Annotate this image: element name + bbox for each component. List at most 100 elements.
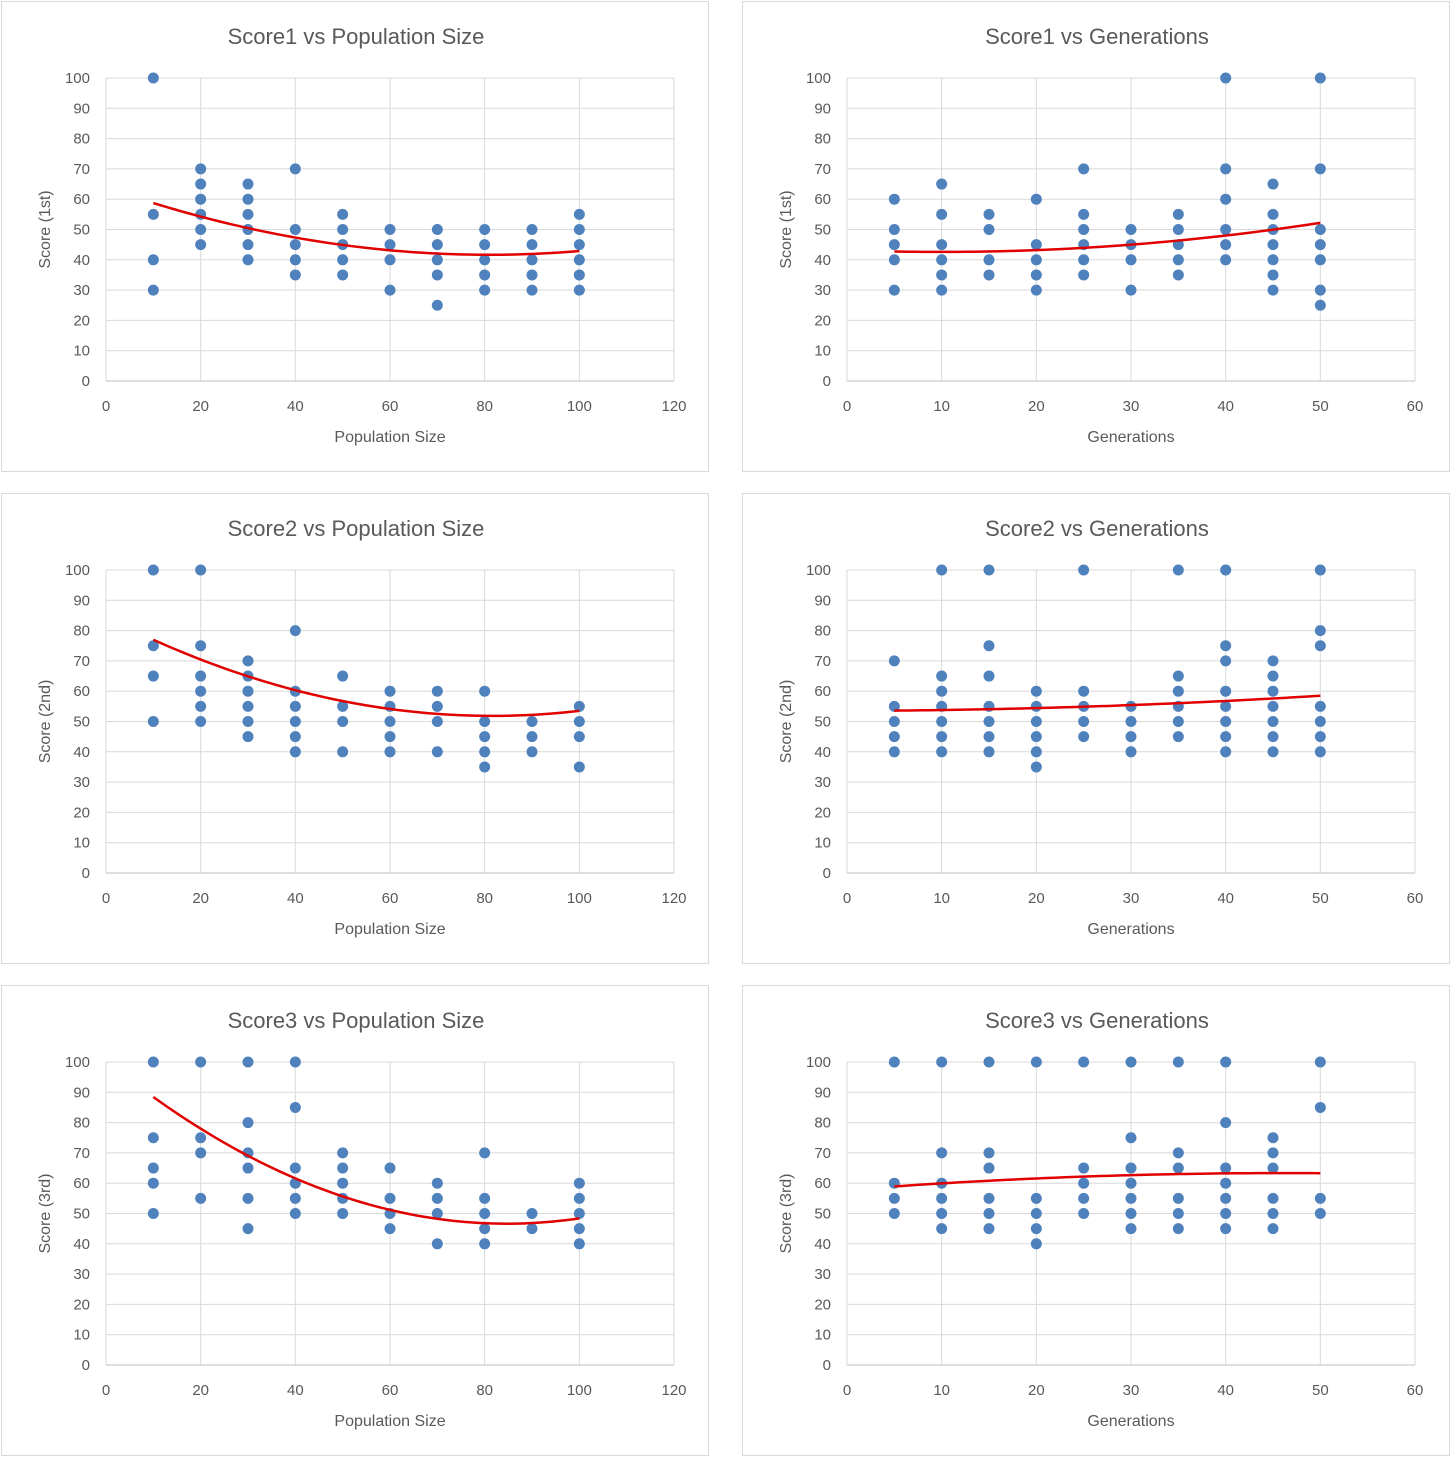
data-point — [936, 731, 948, 743]
y-tick-label: 90 — [73, 1084, 90, 1101]
data-point — [1030, 1238, 1042, 1250]
data-point — [242, 716, 254, 727]
data-point — [1030, 1223, 1042, 1235]
data-point — [1030, 746, 1042, 758]
data-point — [1220, 1223, 1232, 1235]
data-point — [289, 269, 301, 281]
y-tick-label: 0 — [82, 865, 90, 882]
x-tick-label: 60 — [382, 398, 399, 415]
chart-title: Score2 vs Population Size — [228, 516, 485, 541]
chart-title: Score2 vs Generations — [985, 516, 1209, 541]
data-point — [384, 1162, 396, 1174]
chart-title: Score1 vs Generations — [985, 24, 1209, 49]
x-tick-label: 60 — [382, 1382, 399, 1399]
data-point — [1125, 284, 1137, 296]
data-point — [337, 746, 349, 758]
x-tick-label: 60 — [1407, 890, 1424, 907]
data-point — [1172, 716, 1184, 727]
data-point — [1172, 1162, 1184, 1174]
data-point — [242, 685, 254, 697]
y-tick-label: 10 — [814, 343, 831, 360]
data-point — [242, 1223, 254, 1235]
data-point — [888, 254, 900, 266]
y-tick-label: 10 — [814, 835, 831, 852]
data-point — [573, 1223, 585, 1235]
data-point — [526, 746, 538, 758]
data-point — [1267, 269, 1279, 281]
data-point — [1220, 193, 1232, 205]
data-point — [1172, 685, 1184, 697]
data-point — [1314, 625, 1326, 637]
data-point — [526, 1208, 538, 1219]
chart-svg: 0 10 20 30 40 50 60 70 80 90 100 0 10 20 30 40 50 60 Score… — [778, 1008, 1423, 1430]
data-point — [1172, 1056, 1184, 1068]
data-point — [242, 239, 254, 251]
data-point — [1267, 1223, 1279, 1235]
chart-panel-score2-generations: 0 10 20 30 40 50 60 70 80 90 100 0 10 20 30 40 50 60 Score… — [742, 493, 1450, 964]
data-point — [1220, 731, 1232, 743]
data-point — [1125, 254, 1137, 266]
data-point — [289, 716, 301, 727]
data-point — [1267, 1162, 1279, 1174]
x-tick-label: 30 — [1123, 1382, 1140, 1399]
data-point — [1030, 716, 1042, 727]
data-point — [1314, 284, 1326, 296]
x-tick-label: 0 — [102, 890, 110, 907]
data-point — [195, 1192, 207, 1204]
x-axis-label: Population Size — [334, 1413, 445, 1430]
data-point — [983, 640, 995, 652]
data-point — [1078, 269, 1090, 281]
data-point — [242, 178, 254, 190]
data-point — [888, 224, 900, 235]
x-tick-label: 10 — [933, 890, 950, 907]
y-tick-label: 100 — [806, 1054, 831, 1071]
data-point — [1314, 1056, 1326, 1068]
y-tick-label: 0 — [82, 1357, 90, 1374]
data-point — [1314, 72, 1326, 84]
data-point — [1314, 224, 1326, 235]
data-point — [936, 564, 948, 576]
data-point — [384, 685, 396, 697]
data-point — [936, 1056, 948, 1068]
data-point — [147, 1208, 159, 1219]
data-point — [384, 224, 396, 235]
x-axis-label: Generations — [1087, 921, 1174, 938]
y-tick-label: 60 — [73, 683, 90, 700]
chart-svg: 0 10 20 30 40 50 60 70 80 90 100 0 20 40 60 80 100 120 Sco… — [37, 516, 687, 938]
y-tick-label: 30 — [814, 1266, 831, 1283]
y-tick-label: 20 — [73, 804, 90, 821]
data-point — [195, 239, 207, 251]
chart-panel-score1-population: 0 10 20 30 40 50 60 70 80 90 100 0 20 40 60 80 100 120 Sco… — [1, 1, 709, 472]
data-point — [431, 685, 443, 697]
chart-panel-score1-generations: 0 10 20 30 40 50 60 70 80 90 100 0 10 20 30 40 50 60 Score… — [742, 1, 1450, 472]
data-point — [147, 716, 159, 727]
x-tick-label: 120 — [661, 398, 686, 415]
data-point — [1125, 1192, 1137, 1204]
data-point — [1220, 1162, 1232, 1174]
data-point — [1314, 564, 1326, 576]
x-tick-label: 80 — [476, 1382, 493, 1399]
data-point — [1172, 224, 1184, 235]
data-point — [431, 1192, 443, 1204]
data-point — [888, 746, 900, 758]
data-point — [1030, 700, 1042, 712]
x-tick-label: 40 — [1217, 890, 1234, 907]
y-tick-label: 70 — [814, 653, 831, 670]
x-tick-label: 40 — [287, 398, 304, 415]
x-tick-label: 0 — [843, 1382, 851, 1399]
data-point — [888, 700, 900, 712]
data-point — [242, 193, 254, 205]
data-point — [1220, 685, 1232, 697]
data-point — [936, 716, 948, 727]
data-point — [1220, 1117, 1232, 1129]
data-point — [936, 208, 948, 220]
x-tick-label: 0 — [102, 1382, 110, 1399]
data-point — [983, 1147, 995, 1159]
data-point — [1220, 239, 1232, 251]
chart-title: Score3 vs Population Size — [228, 1008, 485, 1033]
x-tick-label: 20 — [1028, 1382, 1045, 1399]
data-point — [983, 224, 995, 235]
y-tick-label: 80 — [814, 131, 831, 148]
y-tick-label: 80 — [814, 1115, 831, 1132]
data-point — [1078, 685, 1090, 697]
